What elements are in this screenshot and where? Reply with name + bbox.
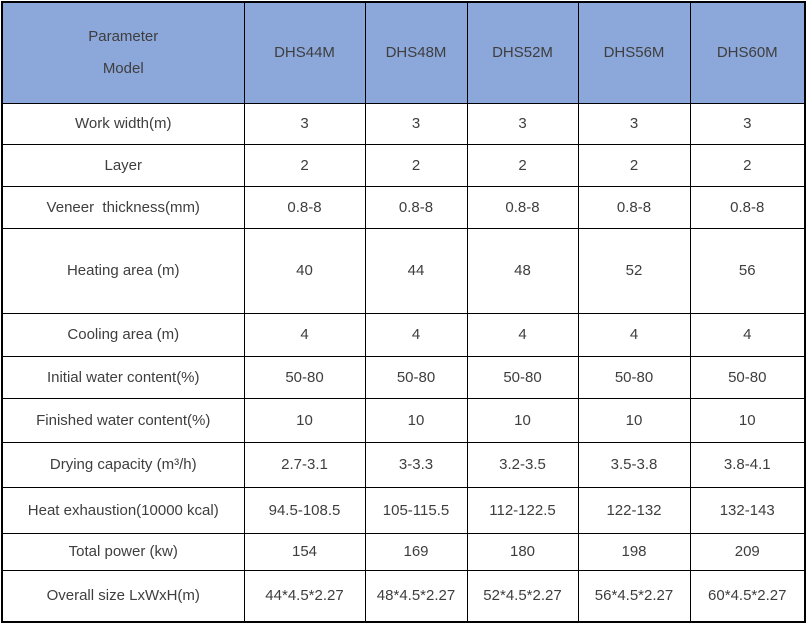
spec-value: 2 — [466, 143, 579, 187]
spec-value: 10 — [689, 397, 806, 443]
table-row: Drying capacity (m³/h) 2.7-3.1 3-3.3 3.2… — [1, 441, 806, 488]
table-row: Cooling area (m) 4 4 4 4 4 — [1, 312, 806, 357]
spec-value: 4 — [364, 312, 468, 357]
spec-value: 10 — [577, 397, 691, 443]
spec-value: 3 — [243, 102, 366, 145]
spec-value: 94.5-108.5 — [243, 486, 366, 534]
spec-value: 44 — [364, 227, 468, 314]
spec-value: 50-80 — [689, 355, 806, 399]
spec-value: 48*4.5*2.27 — [364, 569, 468, 623]
spec-value: 44*4.5*2.27 — [243, 569, 366, 623]
param-label-drying-capacity: Drying capacity (m³/h) — [1, 441, 245, 488]
spec-value: 2 — [243, 143, 366, 187]
header-corner-line1: Parameter — [88, 27, 159, 45]
model-header-dhs44m: DHS44M — [243, 1, 366, 104]
header-corner-line2: Model — [102, 59, 144, 77]
spec-value: 10 — [466, 397, 579, 443]
param-label-layer: Layer — [1, 143, 245, 187]
spec-value: 112-122.5 — [466, 486, 579, 534]
spec-value: 0.8-8 — [689, 185, 806, 229]
param-label-finished-water-content: Finished water content(%) — [1, 397, 245, 443]
spec-value: 2 — [577, 143, 691, 187]
spec-value: 3 — [466, 102, 579, 145]
param-label-total-power: Total power (kw) — [1, 532, 245, 571]
spec-value: 3 — [577, 102, 691, 145]
table-row: Heat exhaustion(10000 kcal) 94.5-108.5 1… — [1, 486, 806, 534]
spec-value: 169 — [364, 532, 468, 571]
spec-value: 56 — [689, 227, 806, 314]
spec-value: 10 — [364, 397, 468, 443]
table-row: Total power (kw) 154 169 180 198 209 — [1, 532, 806, 571]
spec-value: 209 — [689, 532, 806, 571]
spec-value: 198 — [577, 532, 691, 571]
spec-value: 50-80 — [243, 355, 366, 399]
spec-value: 52*4.5*2.27 — [466, 569, 579, 623]
table-header-row: Parameter Model DHS44M DHS48M DHS52M DHS… — [1, 1, 806, 104]
table-row: Work width(m) 3 3 3 3 3 — [1, 102, 806, 145]
spec-value: 0.8-8 — [243, 185, 366, 229]
spec-value: 3 — [689, 102, 806, 145]
param-label-heat-exhaustion: Heat exhaustion(10000 kcal) — [1, 486, 245, 534]
param-label-veneer-thickness: Veneer thickness(mm) — [1, 185, 245, 229]
spec-value: 48 — [466, 227, 579, 314]
model-header-dhs52m: DHS52M — [466, 1, 579, 104]
spec-value: 3 — [364, 102, 468, 145]
table-row: Veneer thickness(mm) 0.8-8 0.8-8 0.8-8 0… — [1, 185, 806, 229]
spec-value: 122-132 — [577, 486, 691, 534]
spec-value: 3-3.3 — [364, 441, 468, 488]
model-header-dhs60m: DHS60M — [689, 1, 806, 104]
header-corner-cell: Parameter Model — [1, 1, 245, 104]
spec-value: 3.8-4.1 — [689, 441, 806, 488]
param-label-initial-water-content: Initial water content(%) — [1, 355, 245, 399]
table-row: Finished water content(%) 10 10 10 10 10 — [1, 397, 806, 443]
spec-value: 154 — [243, 532, 366, 571]
spec-value: 3.5-3.8 — [577, 441, 691, 488]
spec-value: 2 — [364, 143, 468, 187]
table-row: Layer 2 2 2 2 2 — [1, 143, 806, 187]
model-header-dhs56m: DHS56M — [577, 1, 691, 104]
spec-value: 2 — [689, 143, 806, 187]
spec-value: 50-80 — [577, 355, 691, 399]
spec-value: 2.7-3.1 — [243, 441, 366, 488]
spec-value: 50-80 — [466, 355, 579, 399]
spec-value: 60*4.5*2.27 — [689, 569, 806, 623]
spec-value: 52 — [577, 227, 691, 314]
param-label-work-width: Work width(m) — [1, 102, 245, 145]
table-row: Heating area (m) 40 44 48 52 56 — [1, 227, 806, 314]
spec-value: 40 — [243, 227, 366, 314]
param-label-cooling-area: Cooling area (m) — [1, 312, 245, 357]
spec-value: 50-80 — [364, 355, 468, 399]
spec-value: 56*4.5*2.27 — [577, 569, 691, 623]
spec-value: 180 — [466, 532, 579, 571]
spec-value: 4 — [689, 312, 806, 357]
spec-value: 105-115.5 — [364, 486, 468, 534]
spec-value: 4 — [466, 312, 579, 357]
spec-value: 0.8-8 — [577, 185, 691, 229]
spec-value: 3.2-3.5 — [466, 441, 579, 488]
spec-value: 132-143 — [689, 486, 806, 534]
spec-value: 4 — [243, 312, 366, 357]
param-label-overall-size: Overall size LxWxH(m) — [1, 569, 245, 623]
param-label-heating-area: Heating area (m) — [1, 227, 245, 314]
model-header-dhs48m: DHS48M — [364, 1, 468, 104]
spec-value: 0.8-8 — [466, 185, 579, 229]
spec-value: 0.8-8 — [364, 185, 468, 229]
spec-value: 10 — [243, 397, 366, 443]
table-row: Overall size LxWxH(m) 44*4.5*2.27 48*4.5… — [1, 569, 806, 623]
spec-value: 4 — [577, 312, 691, 357]
table-row: Initial water content(%) 50-80 50-80 50-… — [1, 355, 806, 399]
